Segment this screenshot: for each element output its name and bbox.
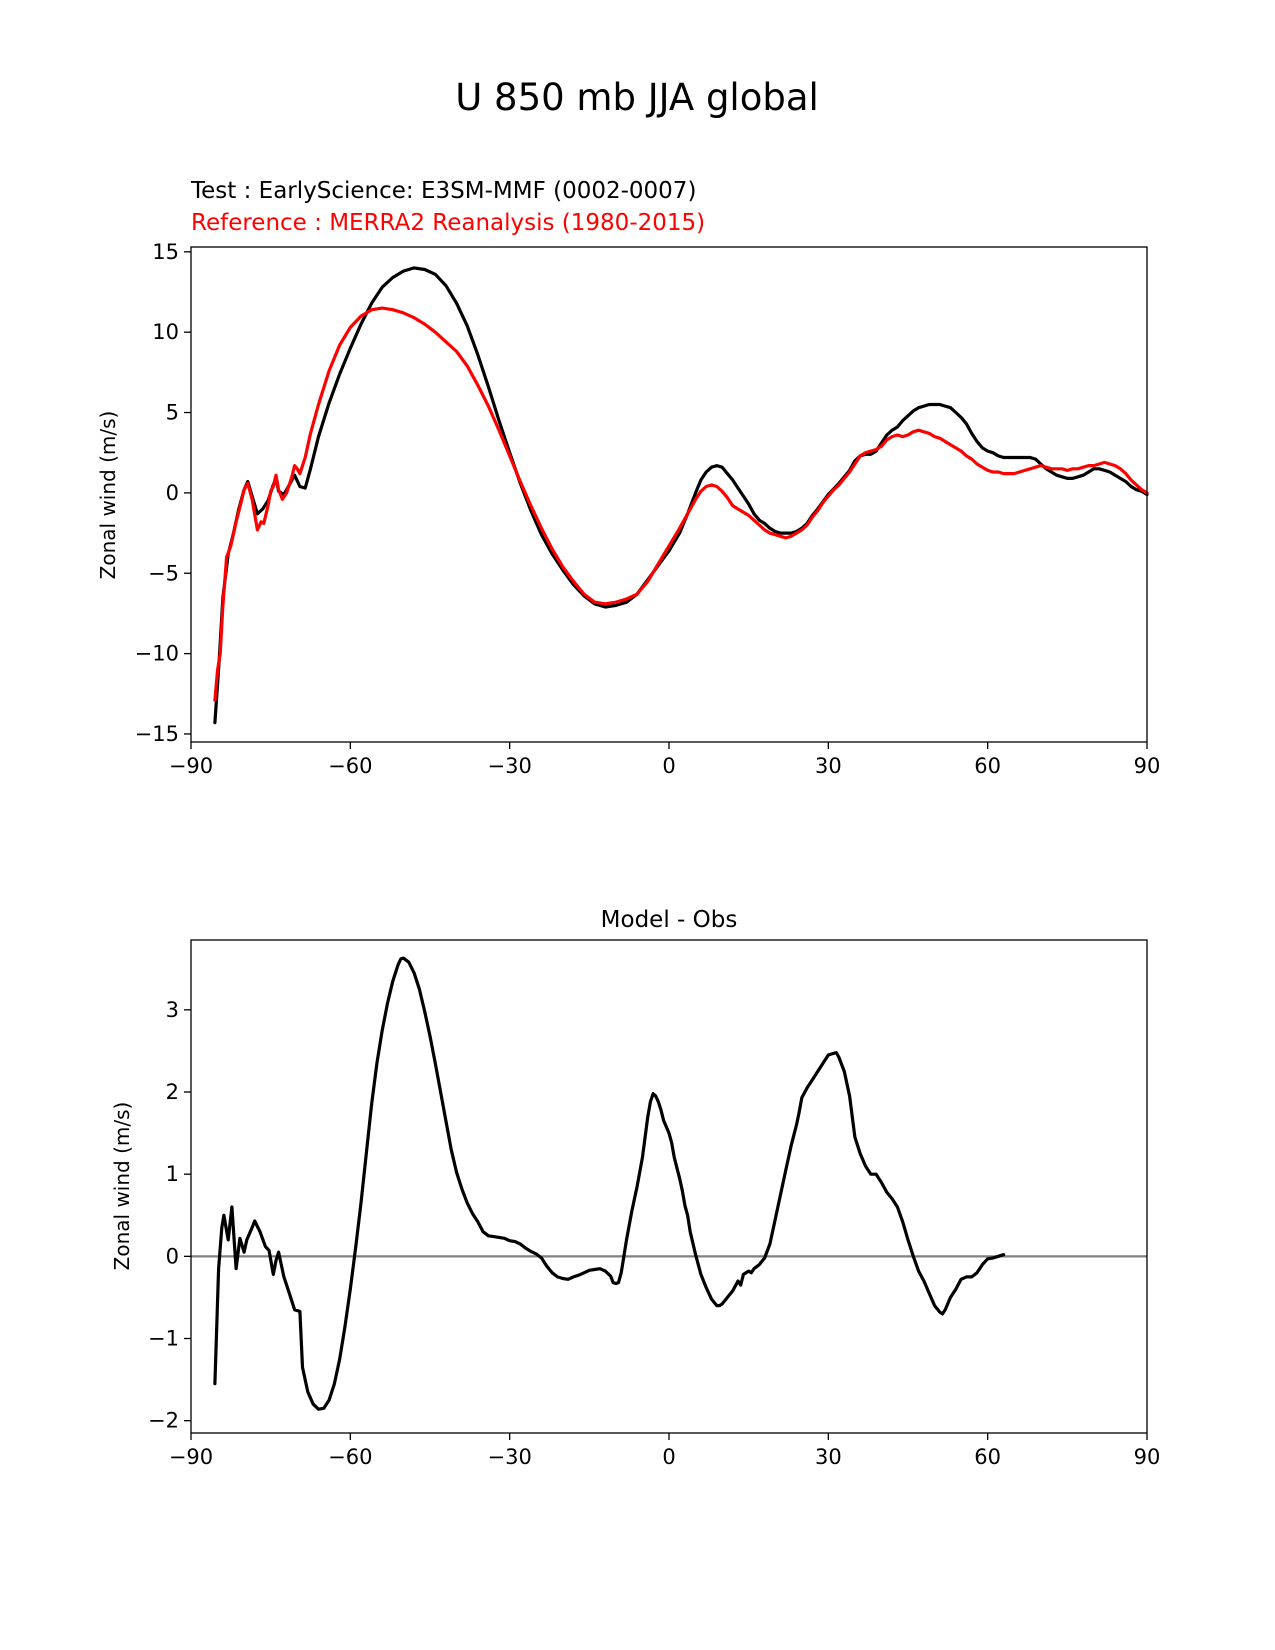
bottom-y-tick-label: −1 [148,1327,179,1351]
bottom-x-tick-label: 90 [1134,1445,1161,1469]
top-y-tick-label: −5 [148,561,179,585]
top-y-tick-label: 5 [166,401,179,425]
top-panel: Test : EarlyScience: E3SM-MMF (0002-0007… [96,178,1160,778]
bottom-ticks-layer: −90 −60 −30 0 30 60 90 −2 −1 0 1 2 3 [148,998,1160,1469]
top-plot-frame [190,246,1148,743]
bottom-series-line-0 [213,956,1006,1411]
top-x-tick-label: 60 [974,754,1001,778]
top-series-layer [213,266,1149,725]
top-x-tick-label: −90 [169,754,213,778]
bottom-y-tick-label: 0 [166,1244,179,1268]
top-x-tick-label: −60 [328,754,372,778]
bottom-series-layer [213,956,1006,1411]
top-y-tick-label: 0 [166,481,179,505]
top-y-axis-label: Zonal wind (m/s) [96,411,120,580]
top-y-tick-label: 15 [152,240,179,264]
top-x-tick-label: 90 [1134,754,1161,778]
bottom-panel-title: Model - Obs [601,907,738,933]
top-x-tick-label: −30 [488,754,532,778]
bottom-x-tick-label: 60 [974,1445,1001,1469]
top-y-tick-label: −10 [135,642,179,666]
figure-title: U 850 mb JJA global [455,76,819,119]
bottom-y-tick-label: 1 [166,1162,179,1186]
bottom-x-tick-label: −90 [169,1445,213,1469]
top-ticks-layer: −90 −60 −30 0 30 60 90 −15 −10 −5 0 5 10 15 [135,240,1161,778]
top-y-tick-label: 10 [152,320,179,344]
bottom-y-tick-label: −2 [148,1409,179,1433]
bottom-x-tick-label: 0 [662,1445,675,1469]
bottom-x-tick-label: −60 [328,1445,372,1469]
test-label: Test : EarlyScience: E3SM-MMF (0002-0007… [190,178,696,204]
bottom-y-axis-label: Zonal wind (m/s) [110,1102,134,1271]
top-x-tick-label: 30 [815,754,842,778]
bottom-plot-frame [190,939,1148,1434]
top-series-line-1 [213,306,1149,702]
bottom-panel: Model - Obs −90 −60 −30 0 30 60 90 −2 −1 0 1 2 3 Zon… [110,907,1160,1469]
top-series-line-0 [213,266,1149,725]
bottom-x-tick-label: −30 [488,1445,532,1469]
reference-label: Reference : MERRA2 Reanalysis (1980-2015… [191,210,705,236]
top-x-tick-label: 0 [662,754,675,778]
bottom-y-tick-label: 2 [166,1080,179,1104]
bottom-y-tick-label: 3 [166,998,179,1022]
bottom-x-tick-label: 30 [815,1445,842,1469]
top-y-tick-label: −15 [135,722,179,746]
